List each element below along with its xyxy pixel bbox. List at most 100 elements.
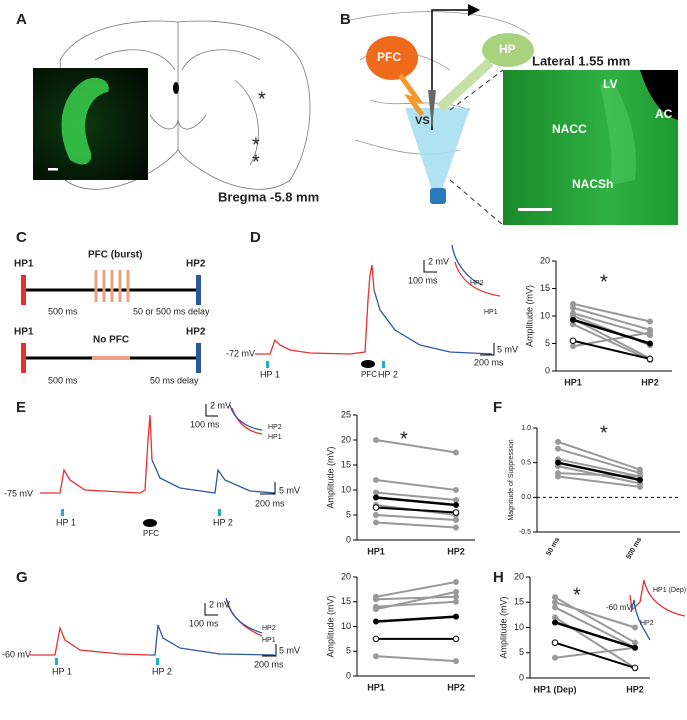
data-point <box>555 459 561 466</box>
x-tick-label: HP1 (Dep) <box>533 684 576 694</box>
scale-bar <box>518 208 552 211</box>
asterisk: * <box>252 151 260 173</box>
x-tick-label: 500 ms <box>625 536 643 560</box>
y-tick-label: 5 <box>545 338 550 348</box>
x-tick-label: HP2 <box>447 682 465 692</box>
data-point <box>453 487 459 493</box>
trace-label: HP1 <box>484 309 498 316</box>
data-point <box>632 624 638 631</box>
trace-label: -60 mV <box>2 649 31 659</box>
trace-label: HP 2 <box>152 666 172 676</box>
y-tick-label: 20 <box>514 571 524 581</box>
data-point <box>373 618 379 625</box>
trace-label: -60 mV <box>606 603 632 612</box>
series-line <box>375 514 457 521</box>
scale-label: 5 mV <box>497 344 518 354</box>
data-point <box>570 316 576 323</box>
region-label: HP <box>499 42 516 56</box>
stim-marker <box>156 658 159 665</box>
protocol-label: 50 ms delay <box>150 375 199 385</box>
protocol-bottom <box>21 343 201 373</box>
y-axis-label: Amplitude (mV) <box>524 285 534 347</box>
scale-label: 100 ms <box>190 419 220 429</box>
data-point <box>373 489 379 496</box>
region-label: LV <box>603 77 617 91</box>
series-line <box>375 521 457 529</box>
series-line <box>554 601 636 629</box>
scale-label: 2 mV <box>210 400 231 410</box>
protocol-label: HP2 <box>186 327 206 338</box>
y-tick-label: 5 <box>346 509 351 519</box>
y-tick-label: 20 <box>341 434 351 444</box>
series-line <box>557 475 641 488</box>
series-line <box>375 615 457 623</box>
data-point <box>373 437 379 443</box>
data-point <box>373 653 379 660</box>
scale-label: 200 ms <box>254 659 284 669</box>
trace-label: HP2 <box>640 620 654 627</box>
data-point <box>453 588 459 595</box>
data-point <box>452 509 460 516</box>
fluorescence <box>61 77 109 165</box>
histology-image <box>503 70 678 225</box>
data-point <box>552 604 558 611</box>
trace <box>629 579 686 641</box>
series-line <box>557 458 641 478</box>
data-point <box>637 483 643 490</box>
data-point <box>453 613 459 620</box>
data-point <box>569 337 577 345</box>
protocol-label: No PFC <box>93 335 129 346</box>
data-point <box>647 340 653 347</box>
y-tick-label: 25 <box>341 409 351 419</box>
series-line <box>557 440 641 471</box>
electrode-tip <box>428 90 436 128</box>
protocol-label: 50 or 500 ms delay <box>133 306 210 316</box>
scale-label: 2 mV <box>428 256 449 266</box>
data-point <box>555 445 561 452</box>
y-tick-label: 5 <box>346 646 351 656</box>
data-point <box>555 473 561 480</box>
series-line <box>554 621 636 649</box>
scale-label: 200 ms <box>474 357 504 367</box>
stim-marker <box>266 361 269 368</box>
series-line <box>375 506 457 514</box>
series-line <box>375 595 457 601</box>
protocol-top <box>21 270 201 305</box>
y-tick-label: 15 <box>341 596 351 606</box>
series-line <box>572 323 651 361</box>
data-point <box>631 664 639 672</box>
series-line <box>375 655 457 663</box>
trace-label: HP2 <box>268 424 282 431</box>
panel-label: H <box>493 569 504 586</box>
scale-bar <box>204 603 277 657</box>
protocol-label: 500 ms <box>48 306 78 316</box>
data-point <box>453 578 459 585</box>
trace-label: HP 1 <box>56 517 76 527</box>
series-line <box>554 641 636 669</box>
data-point <box>452 635 460 643</box>
series-line <box>375 590 457 611</box>
y-axis-label: Amplitude (mV) <box>325 446 335 508</box>
zoom-line <box>449 179 504 226</box>
fluorescence <box>600 80 636 185</box>
scale-label: 100 ms <box>408 275 438 285</box>
y-tick-label: 20 <box>341 571 351 581</box>
y-tick-label: 0 <box>346 670 351 680</box>
data-point <box>373 512 379 518</box>
y-axis-label: Amplitude (mV) <box>498 596 508 658</box>
data-point <box>632 644 638 651</box>
trace-label: HP1 <box>262 637 276 644</box>
stim-marker <box>55 658 58 665</box>
data-point <box>373 494 379 501</box>
data-point <box>453 502 459 508</box>
protocol-label: PFC (burst) <box>88 250 142 261</box>
light-cone <box>405 108 470 190</box>
y-tick-label: 15 <box>341 459 351 469</box>
y-axis-label: Amplitude (mV) <box>325 595 335 657</box>
series-line <box>572 312 651 337</box>
data-point <box>646 355 654 363</box>
y-tick-label: 20 <box>540 255 550 265</box>
y-tick-label: 10 <box>514 622 524 632</box>
protocol-label: HP1 <box>14 259 34 270</box>
series-line <box>572 306 651 331</box>
